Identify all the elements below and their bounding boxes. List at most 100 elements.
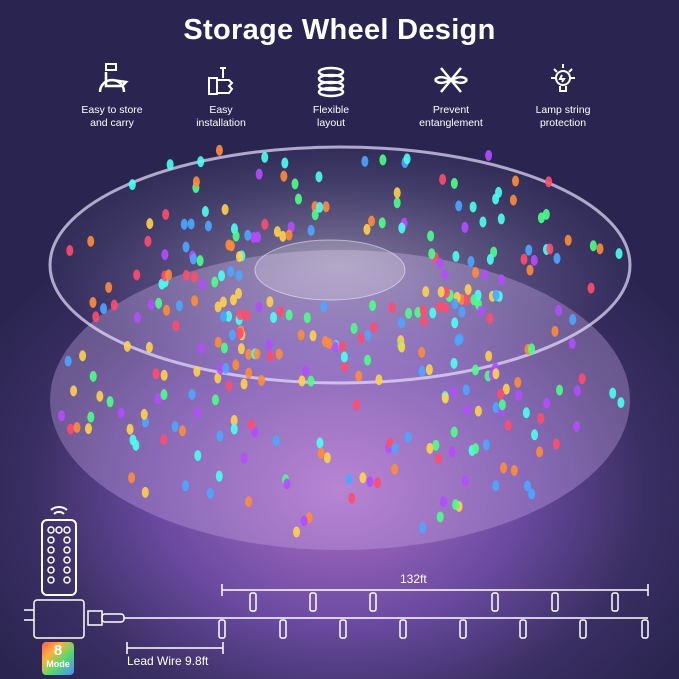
led-bulb <box>236 309 244 321</box>
led-bulb <box>244 229 252 241</box>
coil-icon <box>317 66 345 98</box>
led-bulb <box>67 423 75 435</box>
led-bulb <box>338 340 346 352</box>
led-bulb <box>214 336 222 348</box>
led-bulb <box>106 396 114 408</box>
led-bulb <box>87 235 95 247</box>
led-bulb <box>216 363 224 375</box>
led-bulb <box>257 374 265 386</box>
led-bulb <box>530 254 538 266</box>
led-bulb <box>247 419 255 431</box>
feature-hand-carry: Easy to store and carry <box>57 62 167 130</box>
led-bulb <box>87 411 95 423</box>
led-bulb <box>229 294 237 306</box>
led-bulb <box>391 463 399 475</box>
length-measure-bar <box>221 584 649 596</box>
led-bulb <box>463 404 471 416</box>
led-bulb <box>89 370 97 382</box>
led-bulb <box>214 301 222 313</box>
led-bulb <box>317 447 325 459</box>
led-bulb <box>275 348 283 360</box>
led-bulb <box>211 276 219 288</box>
led-bulb <box>266 350 274 362</box>
led-bulb <box>100 303 108 315</box>
led-bulb <box>441 301 449 313</box>
feature-label-line2: installation <box>196 117 246 129</box>
led-bulb <box>492 402 500 414</box>
led-bulb <box>428 248 436 260</box>
led-bulb <box>364 354 372 366</box>
led-bulb <box>237 343 245 355</box>
led-bulb <box>175 300 183 312</box>
led-bulb <box>178 425 186 437</box>
led-bulb <box>414 306 422 318</box>
led-bulb <box>73 421 81 433</box>
led-bulb <box>427 230 435 242</box>
string-bulb <box>279 619 287 639</box>
feature-label: Flexible layout <box>276 104 386 130</box>
led-bulb <box>425 364 433 376</box>
led-bulb <box>222 362 230 374</box>
hand-carry-icon <box>98 63 129 93</box>
led-bulb <box>350 322 358 334</box>
plug-prongs <box>24 609 34 621</box>
led-bulb <box>500 462 508 474</box>
led-bulb <box>429 307 437 319</box>
led-bulb <box>449 386 457 398</box>
led-bulb <box>578 373 586 385</box>
led-bulb <box>128 179 136 191</box>
led-bulb <box>251 426 259 438</box>
led-bulb <box>393 197 401 209</box>
led-bulb <box>514 376 522 388</box>
led-bulb <box>204 220 212 232</box>
led-bulb <box>405 307 413 319</box>
feature-label-line1: Lamp string <box>535 104 591 116</box>
led-bulb <box>441 392 449 404</box>
feature-thumbs-up-wrench: Easy installation <box>166 62 276 130</box>
string-bulb <box>369 592 377 612</box>
mode-number: 8 <box>53 642 63 659</box>
led-bulb <box>110 299 118 311</box>
led-bulb <box>220 342 228 354</box>
led-bulb <box>96 390 104 402</box>
led-bulb <box>117 407 125 419</box>
led-bulb <box>437 286 445 298</box>
led-bulb <box>439 173 447 185</box>
led-bulb <box>553 252 561 264</box>
led-bulb <box>450 177 458 189</box>
feature-label: Easy to store and carry <box>57 104 167 130</box>
led-bulb <box>228 329 236 341</box>
led-bulb <box>523 480 531 492</box>
led-bulb <box>152 368 160 380</box>
led-bulb <box>162 208 170 220</box>
string-bulb <box>399 619 407 639</box>
led-bulb <box>227 266 235 278</box>
led-bulb <box>187 218 195 230</box>
led-bulb <box>440 496 448 508</box>
led-bulb <box>551 325 559 337</box>
led-bulb <box>240 452 248 464</box>
lead-wire-measure-bar <box>126 642 224 654</box>
led-bulb <box>497 213 505 225</box>
led-bulb <box>609 387 617 399</box>
led-bulb <box>255 168 263 180</box>
led-bulb <box>522 407 530 419</box>
led-bulb <box>373 477 381 489</box>
led-bulb <box>144 235 152 247</box>
led-bulb <box>472 266 480 278</box>
feature-label-line2: and carry <box>90 117 134 129</box>
led-bulb <box>364 329 372 341</box>
led-bulb <box>225 380 233 392</box>
led-bulb <box>397 317 405 329</box>
led-bulb <box>472 443 480 455</box>
led-bulb <box>545 176 553 188</box>
led-bulb <box>443 286 451 298</box>
led-bulb <box>388 302 396 314</box>
led-bulb <box>227 240 235 252</box>
led-bulb <box>481 269 489 281</box>
led-bulb <box>270 312 278 324</box>
led-bulb <box>154 393 162 405</box>
led-bulb <box>218 270 226 282</box>
led-bulb <box>192 176 200 188</box>
led-bulb <box>123 340 131 352</box>
